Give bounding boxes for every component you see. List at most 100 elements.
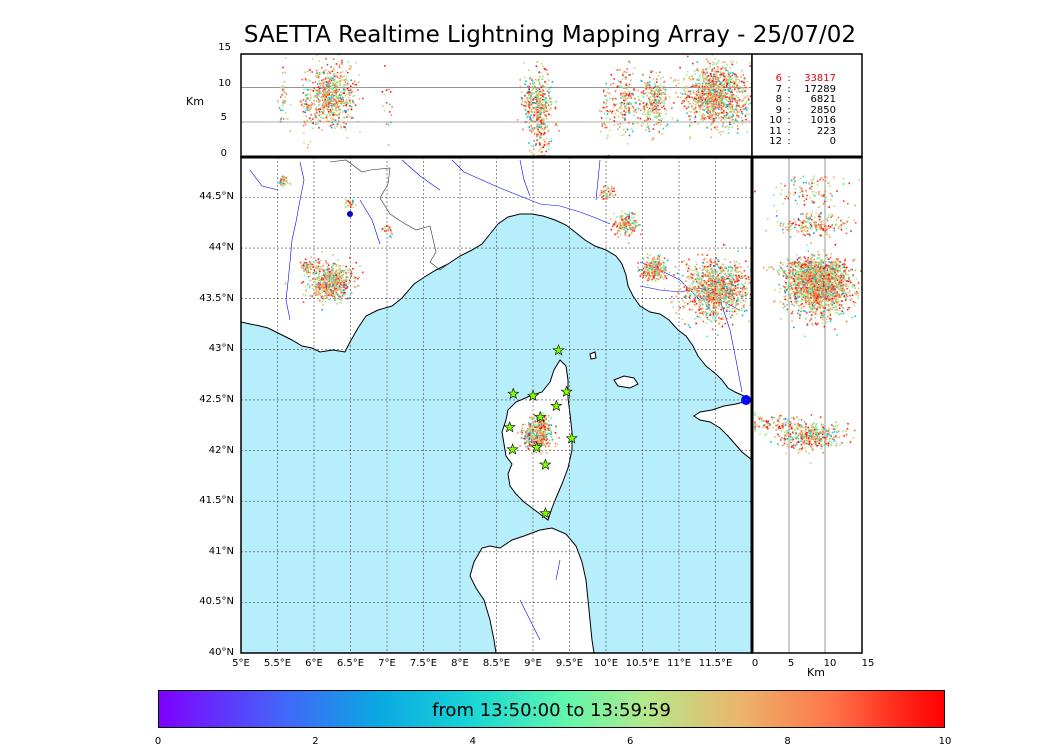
lightning-source-point: [698, 97, 700, 99]
lightning-source-point: [540, 427, 543, 429]
lightning-source-point: [646, 271, 649, 274]
lightning-source-point: [626, 103, 628, 106]
lightning-source-point: [708, 284, 710, 286]
lightning-source-point: [717, 283, 720, 286]
lightning-source-point: [685, 74, 688, 76]
lightning-source-point: [711, 275, 714, 278]
lightning-source-point: [652, 87, 655, 89]
lightning-source-point: [655, 117, 658, 120]
lightning-source-point: [637, 117, 639, 119]
lightning-source-point: [702, 284, 704, 286]
lightning-source-point: [319, 283, 322, 286]
lightning-source-point: [386, 121, 389, 124]
lightning-source-point: [709, 97, 711, 99]
lightning-source-point: [681, 87, 684, 90]
lightning-source-point: [352, 117, 354, 119]
lightning-source-point: [338, 298, 341, 300]
lightning-source-point: [547, 433, 550, 436]
lightning-source-point: [717, 260, 720, 263]
lightning-source-point: [728, 287, 730, 290]
lightning-source-point: [690, 115, 692, 118]
lightning-source-point: [600, 189, 603, 192]
lightning-source-point: [721, 267, 724, 269]
lightning-source-point: [339, 296, 342, 298]
lightning-source-point: [284, 102, 286, 104]
lightning-source-point: [327, 94, 330, 97]
lightning-source-point: [332, 87, 335, 89]
lightning-source-point: [720, 283, 722, 286]
lightning-source-point: [612, 224, 615, 226]
lightning-source-point: [638, 99, 640, 101]
lightning-source-point: [702, 298, 705, 300]
lightning-source-point: [327, 86, 329, 88]
lightning-source-point: [653, 95, 656, 97]
lightning-source-point: [630, 227, 633, 230]
river-tributaries: [249, 159, 741, 311]
lightning-source-point: [330, 293, 332, 295]
lightning-source-point: [652, 270, 654, 273]
lightning-source-point: [648, 85, 651, 87]
lightning-source-point: [625, 127, 628, 130]
lightning-source-point: [306, 96, 309, 99]
lightning-source-point: [622, 72, 624, 75]
lightning-source-point: [333, 276, 336, 278]
lightning-source-point: [318, 299, 321, 302]
lightning-source-point: [634, 213, 637, 215]
lightning-source-point: [715, 95, 717, 98]
lightning-source-point: [314, 90, 316, 92]
lightning-source-point: [741, 117, 743, 119]
lightning-source-point: [705, 282, 708, 284]
lightning-source-point: [708, 307, 710, 309]
lightning-source-point: [730, 281, 733, 283]
lightning-source-point: [737, 89, 740, 92]
lightning-source-point: [324, 98, 326, 101]
lightning-source-point: [652, 275, 655, 277]
lightning-source-point: [302, 301, 305, 303]
lightning-source-point: [543, 434, 545, 436]
lightning-source-point: [322, 278, 324, 280]
lightning-source-point: [536, 438, 539, 441]
lightning-source-point: [686, 70, 689, 73]
lightning-source-point: [326, 114, 328, 116]
lightning-source-point: [687, 275, 690, 278]
lightning-source-point: [283, 176, 286, 179]
lightning-source-point: [347, 96, 350, 99]
lightning-source-point: [745, 89, 747, 91]
lightning-source-point: [623, 95, 625, 97]
lightning-source-point: [713, 47, 715, 49]
lightning-source-point: [329, 125, 332, 127]
lightning-source-point: [532, 438, 535, 440]
lightning-source-point: [527, 433, 530, 435]
lightning-source-point: [721, 84, 724, 87]
lightning-source-point: [648, 101, 651, 104]
lightning-source-point: [543, 438, 546, 441]
lightning-source-point: [328, 108, 330, 111]
lightning-source-point: [701, 92, 704, 95]
lightning-source-point: [644, 86, 646, 89]
lightning-source-point: [318, 127, 320, 129]
lightning-source-point: [645, 272, 647, 275]
lightning-source-point: [708, 295, 710, 297]
lightning-source-point: [321, 309, 323, 311]
lightning-source-point: [656, 95, 659, 98]
lightning-source-point: [746, 87, 749, 89]
lightning-source-point: [655, 269, 658, 271]
lightning-source-point: [713, 265, 715, 267]
lightning-source-point: [309, 89, 312, 91]
lightning-source-point: [318, 87, 321, 90]
lightning-source-point: [725, 89, 727, 91]
lightning-source-point: [742, 299, 745, 302]
lightning-source-point: [646, 284, 649, 286]
lightning-source-point: [331, 107, 333, 109]
lightning-source-point: [730, 272, 732, 275]
lightning-source-point: [677, 79, 680, 82]
lightning-source-point: [734, 293, 736, 295]
lightning-source-point: [705, 94, 708, 96]
lightning-source-point: [314, 96, 316, 99]
lightning-source-point: [606, 126, 608, 129]
lightning-source-point: [531, 418, 533, 421]
lightning-source-point: [306, 273, 308, 275]
lightning-source-point: [328, 287, 330, 290]
lightning-source-point: [541, 423, 544, 425]
lightning-source-point: [728, 295, 730, 297]
